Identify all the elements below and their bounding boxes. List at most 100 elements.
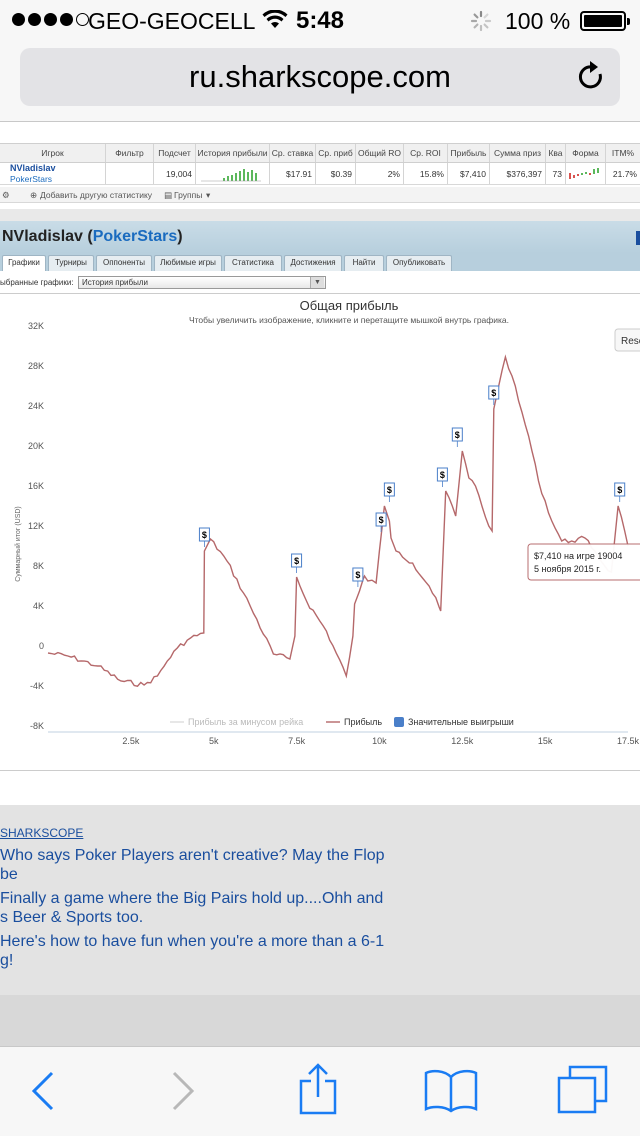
panel-tabs: Графики Турниры Оппоненты Любимые игры С…	[0, 253, 640, 271]
player-panel: NVladislav (PokerStars) Графики Турниры …	[0, 221, 640, 771]
player-cell[interactable]: NVladislav PokerStars	[0, 163, 106, 184]
y-tick-label: 24K	[28, 401, 44, 411]
column-header-avg-profit[interactable]: Ср. приб	[316, 144, 356, 162]
groups-icon: ▤	[164, 190, 173, 200]
significant-win-marker[interactable]: $	[614, 482, 626, 502]
table-row[interactable]: NVladislav PokerStars 19,004 $17.91 $0.3…	[0, 163, 640, 185]
column-header-qual[interactable]: Ква	[546, 144, 566, 162]
column-header-profit[interactable]: Прибыль	[448, 144, 490, 162]
tooltip-line-1: $7,410 на игре 19004	[534, 551, 622, 561]
bookmarks-icon[interactable]	[424, 1067, 478, 1113]
browser-address-area: ru.sharkscope.com	[0, 40, 640, 122]
column-header-total-roi[interactable]: Общий RO	[356, 144, 404, 162]
svg-text:$: $	[379, 515, 384, 525]
y-axis: 32K 28K 24K 20K 16K 12K 8K 4K 0 -4K -8K	[28, 321, 44, 731]
chart-tooltip: $7,410 на игре 19004 5 ноября 2015 г.	[527, 543, 640, 581]
significant-win-marker[interactable]: $	[436, 467, 448, 487]
total-roi-cell: 2%	[356, 163, 404, 184]
tabs-icon[interactable]	[556, 1065, 610, 1115]
wifi-icon	[262, 10, 288, 28]
address-bar[interactable]: ru.sharkscope.com	[20, 48, 620, 106]
tab-charts[interactable]: Графики	[2, 255, 46, 271]
news-item-3[interactable]: Here's how to have fun when you're a mor…	[0, 933, 385, 969]
carrier-name: GEO-GEOCELL	[88, 8, 256, 34]
chevron-down-icon[interactable]: ▾	[206, 190, 211, 200]
player-name-link[interactable]: NVladislav	[10, 163, 56, 173]
significant-win-marker[interactable]: $	[488, 385, 500, 405]
avg-stake-cell: $17.91	[270, 163, 316, 184]
column-header-filter[interactable]: Фильтр	[106, 144, 154, 162]
column-header-profit-history[interactable]: История прибыли	[196, 144, 270, 162]
y-tick-label: 12K	[28, 521, 44, 531]
clock: 5:48	[295, 7, 345, 34]
column-header-avg-stake[interactable]: Ср. ставка	[270, 144, 316, 162]
player-site-link[interactable]: PokerStars	[10, 174, 53, 184]
stats-table-header: Игрок Фильтр Подсчет История прибыли Ср.…	[0, 143, 640, 163]
add-stat-link[interactable]: Добавить другую статистику	[40, 190, 153, 200]
column-header-count[interactable]: Подсчет	[154, 144, 196, 162]
news-item-1[interactable]: Who says Poker Players aren't creative? …	[0, 847, 385, 883]
itm-cell: 21.7%	[612, 168, 637, 179]
column-header-player[interactable]: Игрок	[0, 144, 106, 162]
avg-roi-cell: 15.8%	[404, 163, 448, 184]
legend-profit[interactable]: Прибыль	[344, 717, 382, 727]
svg-text:$: $	[387, 485, 392, 495]
settings-icon[interactable]: ⚙	[2, 190, 10, 200]
chart-legend: Прибыль за минусом рейка Прибыль Значите…	[170, 717, 514, 727]
x-tick-label: 12.5k	[451, 736, 474, 746]
legend-swatch-significant-wins	[394, 717, 404, 727]
news-feed: SHARKSCOPE Who says Poker Players aren't…	[0, 805, 640, 995]
significant-win-marker[interactable]: $	[451, 427, 463, 447]
column-header-itm[interactable]: ITM%	[611, 148, 635, 158]
share-icon[interactable]	[298, 1063, 338, 1115]
tab-tournaments[interactable]: Турниры	[48, 255, 94, 271]
svg-text:$: $	[617, 485, 622, 495]
signal-strength-icon	[12, 13, 89, 26]
reset-zoom-button[interactable]: Rese	[614, 328, 640, 352]
stats-toolbar: ⚙ ⊕ Добавить другую статистику ▤ Группы …	[0, 187, 640, 203]
significant-win-marker[interactable]: $	[198, 527, 210, 547]
column-header-form[interactable]: Форма	[566, 144, 606, 162]
tab-statistics[interactable]: Статистика	[224, 255, 282, 271]
svg-text:$: $	[294, 556, 299, 566]
tab-opponents[interactable]: Оппоненты	[96, 255, 152, 271]
significant-win-marker[interactable]: $	[352, 567, 364, 587]
svg-text:$: $	[455, 430, 460, 440]
chart-select[interactable]: История прибыли ▼	[78, 276, 326, 289]
profit-chart-svg[interactable]: Общая прибыль Чтобы увеличить изображени…	[0, 294, 640, 762]
legend-net-profit[interactable]: Прибыль за минусом рейка	[188, 717, 303, 727]
news-source-link[interactable]: SHARKSCOPE	[0, 826, 84, 840]
tab-search[interactable]: Найти	[344, 255, 384, 271]
chevron-down-icon[interactable]: ▼	[310, 277, 324, 288]
svg-text:$: $	[491, 388, 496, 398]
chart-title: Общая прибыль	[300, 298, 399, 313]
significant-win-marker[interactable]: $	[375, 512, 387, 532]
column-header-avg-roi[interactable]: Ср. ROI	[404, 144, 448, 162]
y-tick-label: 0	[39, 641, 44, 651]
reset-zoom-label: Rese	[621, 336, 640, 347]
tab-publish[interactable]: Опубликовать	[386, 255, 452, 271]
tab-achievements[interactable]: Достижения	[284, 255, 342, 271]
url-text: ru.sharkscope.com	[189, 59, 451, 94]
forward-icon[interactable]	[170, 1069, 196, 1113]
news-item-2[interactable]: Finally a game where the Big Pairs hold …	[0, 890, 384, 926]
x-tick-label: 5k	[209, 736, 219, 746]
add-stat-icon: ⊕	[30, 190, 38, 200]
reload-icon[interactable]	[578, 61, 606, 91]
legend-significant-wins[interactable]: Значительные выигрыши	[408, 717, 514, 727]
significant-win-marker[interactable]: $	[383, 482, 395, 502]
panel-site-link[interactable]: PokerStars	[92, 228, 178, 245]
column-header-prize-sum[interactable]: Сумма приз	[490, 144, 546, 162]
significant-win-marker[interactable]: $	[291, 553, 303, 573]
profit-chart[interactable]: Общая прибыль Чтобы увеличить изображени…	[0, 293, 640, 761]
groups-dropdown[interactable]: Группы	[174, 190, 203, 200]
back-icon[interactable]	[30, 1069, 56, 1113]
tab-favorite-games[interactable]: Любимые игры	[154, 255, 222, 271]
x-tick-label: 2.5k	[122, 736, 140, 746]
y-tick-label: 20K	[28, 441, 44, 451]
count-cell: 19,004	[154, 163, 196, 184]
y-tick-label: 8K	[33, 561, 44, 571]
panel-header: NVladislav (PokerStars)	[0, 221, 640, 253]
x-tick-label: 15k	[538, 736, 553, 746]
panel-player-name: NVladislav	[2, 228, 83, 245]
